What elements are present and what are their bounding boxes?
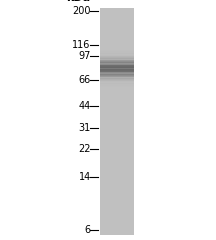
Bar [100,84,134,85]
Bar [100,61,134,62]
Bar [100,60,134,61]
Bar [100,67,134,68]
Bar [100,47,134,48]
Bar [100,59,134,60]
Bar [100,61,134,62]
Bar [100,70,134,71]
Bar [100,77,134,78]
Bar [100,63,134,64]
Bar [100,54,134,55]
Bar [100,53,134,54]
Bar [100,87,134,88]
Text: 97: 97 [78,52,91,61]
Bar [100,48,134,49]
Bar [100,74,134,75]
Bar [100,73,134,74]
Bar [100,55,134,56]
Bar [100,81,134,82]
Bar [100,75,134,76]
Bar [100,62,134,63]
Bar [100,50,134,51]
Text: kDa: kDa [67,0,91,3]
Bar [100,47,134,48]
Bar [100,52,134,53]
Bar [100,78,134,79]
Text: 200: 200 [72,6,91,16]
Bar [100,86,134,87]
Bar [100,64,134,65]
Bar [100,58,134,59]
Bar [100,80,134,81]
Bar [100,83,134,84]
Bar [100,85,134,86]
Bar [100,70,134,71]
Bar [100,67,134,68]
Bar [100,51,134,52]
Text: 31: 31 [78,123,91,132]
Bar [100,8,134,235]
Text: 66: 66 [78,75,91,85]
Text: 6: 6 [85,225,91,235]
Text: 44: 44 [78,101,91,111]
Bar [100,64,134,65]
Bar [100,69,134,70]
Bar [100,68,134,69]
Bar [100,76,134,77]
Bar [100,85,134,86]
Bar [100,57,134,58]
Bar [100,52,134,53]
Bar [100,83,134,84]
Bar [100,56,134,57]
Bar [100,57,134,58]
Bar [100,66,134,67]
Bar [100,62,134,63]
Bar [100,49,134,50]
Bar [100,79,134,80]
Bar [100,48,134,49]
Bar [100,65,134,66]
Bar [100,65,134,66]
Bar [100,71,134,72]
Bar [100,88,134,89]
Bar [100,82,134,83]
Bar [100,56,134,57]
Bar [100,75,134,76]
Bar [100,72,134,73]
Text: 22: 22 [78,144,91,154]
Bar [100,49,134,50]
Bar [100,88,134,89]
Text: 14: 14 [78,172,91,182]
Text: 116: 116 [72,40,91,50]
Bar [100,54,134,55]
Bar [100,51,134,52]
Bar [100,87,134,88]
Bar [100,66,134,67]
Bar [100,80,134,81]
Bar [100,82,134,83]
Bar [100,59,134,60]
Bar [100,79,134,80]
Bar [100,69,134,70]
Bar [100,72,134,73]
Bar [100,89,134,90]
Bar [100,74,134,75]
Bar [100,84,134,85]
Bar [100,77,134,78]
